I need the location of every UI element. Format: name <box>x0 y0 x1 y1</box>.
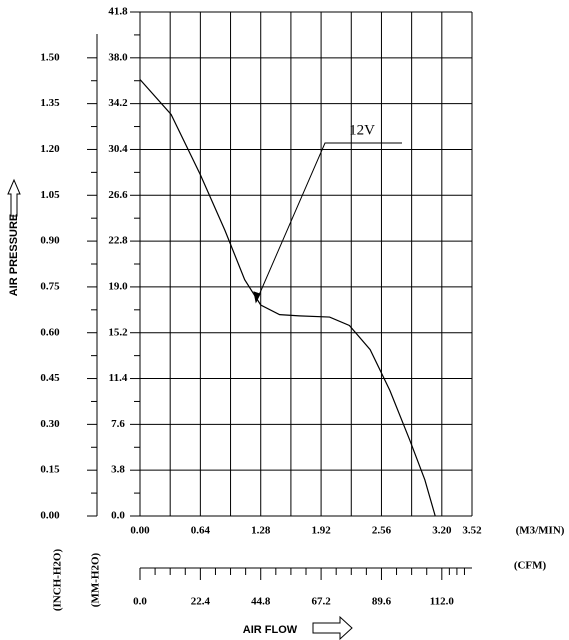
y2-tick-label: 0.60 <box>40 326 60 338</box>
x-tick-label: 2.56 <box>372 525 392 537</box>
y2-tick-label: 0.75 <box>40 280 60 292</box>
y-tick-label: 30.4 <box>108 143 128 155</box>
curve <box>139 79 436 517</box>
y-tick-label: 19.0 <box>108 280 128 292</box>
y-tick-label: 41.8 <box>108 6 128 18</box>
y-unit: (MM-H2O) <box>90 552 102 607</box>
x2-tick-label: 112.0 <box>430 596 455 608</box>
x-tick-label: 0.64 <box>191 525 211 537</box>
leader-line <box>255 142 402 303</box>
y2-tick-label: 0.00 <box>40 510 60 522</box>
y-tick-label: 34.2 <box>108 97 128 109</box>
x2-tick-label: 44.8 <box>251 596 271 608</box>
x2-unit: (CFM) <box>514 560 547 572</box>
y2-tick-label: 0.30 <box>40 418 60 430</box>
x2-tick-label: 89.6 <box>372 596 392 608</box>
x-tick-label: 0.00 <box>130 525 150 537</box>
y2-tick-label: 1.50 <box>40 51 60 63</box>
y2-tick-label: 1.05 <box>40 189 60 201</box>
annotation-leader <box>253 142 402 304</box>
y-tick-label: 26.6 <box>108 189 128 201</box>
y2-tick-label: 0.45 <box>40 372 60 384</box>
y-tick-label: 7.6 <box>111 418 125 430</box>
y-arrow <box>7 178 21 217</box>
x-unit: (M3/MIN) <box>516 525 565 537</box>
x2-tick-label: 67.2 <box>311 596 331 608</box>
y-tick-label: 3.8 <box>111 464 125 476</box>
y-tick-label: 38.0 <box>108 51 128 63</box>
x2-tick-label: 0.0 <box>133 596 147 608</box>
y-tick-label: 0.0 <box>111 510 125 522</box>
x-arrow <box>312 615 353 640</box>
y2-tick-label: 0.15 <box>40 464 60 476</box>
y-axis-label: AIR PRESSURE <box>8 214 20 297</box>
x2-tick-label: 22.4 <box>191 596 211 608</box>
x-tick-label: 1.92 <box>311 525 331 537</box>
x-tick-label: 3.20 <box>432 525 452 537</box>
x-tick-label: 1.28 <box>251 525 271 537</box>
x-axis-label: AIR FLOW <box>243 624 298 636</box>
annotation: 12V <box>349 122 375 138</box>
y2-tick-label: 1.20 <box>40 143 60 155</box>
y-tick-label: 15.2 <box>108 326 128 338</box>
y2-tick-label: 0.90 <box>40 235 60 247</box>
y2-tick-label: 1.35 <box>40 97 60 109</box>
leader-arrowhead <box>253 291 261 304</box>
y-tick-label: 22.8 <box>108 235 128 247</box>
arrows <box>7 178 353 640</box>
x-tick-label: 3.52 <box>462 525 482 537</box>
y2-unit: (INCH-H2O) <box>52 549 64 612</box>
y-tick-label: 11.4 <box>109 372 128 384</box>
